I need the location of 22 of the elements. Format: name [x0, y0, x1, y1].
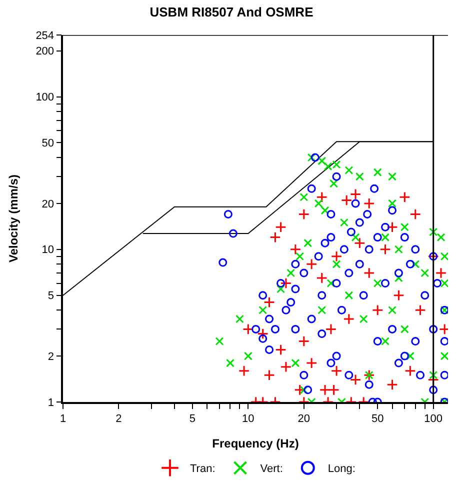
legend-label: Tran: [190, 463, 216, 476]
x-tick-label: 1 [60, 412, 66, 425]
x-axis-title: Frequency (Hz) [212, 436, 299, 450]
legend-label: Long: [328, 463, 356, 476]
x-tick-label: 5 [189, 412, 196, 425]
x-tick-label: 20 [298, 412, 310, 425]
y-tick-label: 50 [42, 138, 54, 150]
y-tick-label: 20 [42, 198, 54, 210]
x-tick-label: 10 [242, 412, 254, 425]
x-tick-label: 100 [424, 412, 443, 425]
x-tick-label: 2 [116, 412, 122, 425]
chart-title: USBM RI8507 And OSMRE [150, 4, 314, 20]
y-tick-label: 100 [36, 92, 54, 104]
y-tick-label: 200 [36, 46, 54, 58]
y-axis-title: Velocity (mm/s) [6, 174, 20, 263]
y-tick-label: 254 [36, 30, 54, 42]
y-tick-label: 2 [48, 350, 54, 363]
y-tick-label: 1 [48, 396, 54, 409]
y-tick-label: 10 [42, 244, 54, 256]
legend-label: Vert: [260, 463, 283, 476]
y-tick-label: 5 [48, 290, 54, 302]
x-tick-label: 50 [371, 412, 384, 425]
